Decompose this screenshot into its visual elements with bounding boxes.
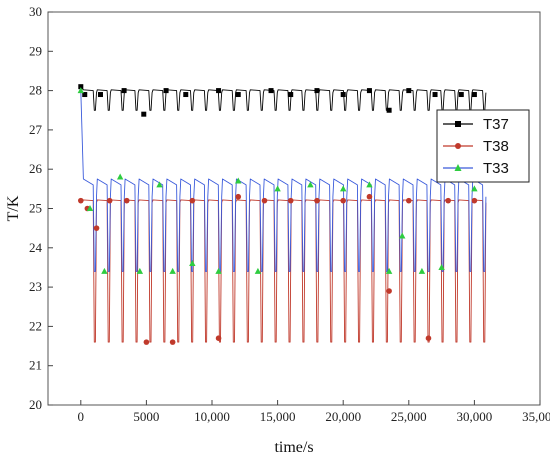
data-point-t37 bbox=[432, 92, 438, 98]
x-tick-label: 10,000 bbox=[194, 409, 230, 424]
legend-label-t33: T33 bbox=[483, 160, 509, 177]
data-point-t38 bbox=[445, 197, 451, 204]
y-tick-label: 21 bbox=[29, 358, 42, 373]
legend-marker bbox=[454, 164, 462, 171]
y-tick-label: 28 bbox=[29, 83, 42, 98]
data-point-t37 bbox=[288, 92, 294, 98]
series-markers bbox=[77, 84, 478, 345]
data-point-t37 bbox=[406, 88, 412, 94]
legend-marker bbox=[455, 121, 461, 127]
x-axis-title: time/s bbox=[274, 439, 313, 456]
y-tick-label: 30 bbox=[29, 4, 42, 19]
data-point-t37 bbox=[471, 92, 477, 98]
legend-label-t37: T37 bbox=[483, 116, 509, 133]
data-point-t37 bbox=[141, 111, 147, 117]
y-tick-label: 23 bbox=[29, 279, 42, 294]
data-point-t38 bbox=[143, 339, 150, 345]
data-point-t37 bbox=[268, 88, 274, 94]
y-tick-label: 22 bbox=[29, 318, 42, 333]
data-point-t38 bbox=[261, 197, 268, 204]
x-tick-label: 0 bbox=[78, 409, 85, 424]
data-point-t33 bbox=[116, 173, 124, 180]
data-point-t37 bbox=[386, 107, 392, 113]
data-point-t38 bbox=[425, 335, 432, 341]
data-point-t33 bbox=[235, 177, 242, 184]
data-point-t37 bbox=[314, 88, 320, 94]
data-point-t38 bbox=[106, 197, 113, 204]
plot-frame bbox=[47, 11, 541, 406]
series-line-t38 bbox=[80, 199, 487, 343]
data-point-t38 bbox=[123, 197, 130, 204]
data-point-t33 bbox=[274, 185, 281, 192]
legend-label-t38: T38 bbox=[483, 138, 509, 155]
x-tick-label: 35,000 bbox=[522, 409, 550, 424]
data-point-t33 bbox=[101, 267, 108, 274]
data-point-t38 bbox=[366, 193, 373, 200]
data-point-t37 bbox=[366, 88, 372, 94]
series-line-t37 bbox=[80, 86, 487, 111]
data-point-t38 bbox=[215, 335, 222, 341]
data-point-t33 bbox=[215, 267, 222, 274]
data-point-t38 bbox=[93, 225, 100, 231]
x-tick-label: 25,000 bbox=[391, 409, 427, 424]
data-point-t38 bbox=[406, 197, 412, 204]
data-point-t33 bbox=[254, 267, 262, 274]
y-tick-label: 27 bbox=[29, 122, 43, 137]
series-line-t33 bbox=[80, 90, 487, 272]
x-axis: 0 5000 10,000 15,000 20,000 25,000 30,000 35,00… bbox=[78, 400, 550, 424]
data-point-t38 bbox=[287, 197, 294, 204]
data-point-t37 bbox=[235, 92, 241, 98]
x-tick-label: 15,000 bbox=[260, 409, 296, 424]
y-tick-label: 25 bbox=[29, 201, 42, 216]
data-point-t33 bbox=[189, 260, 196, 267]
x-tick-label: 30,000 bbox=[457, 409, 493, 424]
plot-area bbox=[47, 11, 541, 406]
data-point-t37 bbox=[97, 92, 103, 98]
data-point-t33 bbox=[471, 185, 478, 192]
data-point-t38 bbox=[78, 197, 84, 204]
data-point-t33 bbox=[340, 185, 347, 192]
data-point-t33 bbox=[438, 263, 445, 270]
data-point-t33 bbox=[77, 87, 84, 94]
data-point-t33 bbox=[86, 205, 94, 211]
data-point-t38 bbox=[340, 197, 347, 204]
data-point-t38 bbox=[189, 197, 196, 204]
data-point-t37 bbox=[183, 92, 189, 98]
y-axis: 20 21 22 23 24 25 26 27 28 29 30 bbox=[29, 4, 53, 412]
x-tick-label: 5000 bbox=[133, 409, 159, 424]
data-point-t33 bbox=[418, 267, 426, 274]
y-tick-label: 20 bbox=[29, 397, 42, 412]
legend-marker bbox=[455, 143, 461, 149]
data-point-t38 bbox=[386, 288, 392, 294]
data-point-t38 bbox=[169, 339, 176, 345]
y-tick-label: 24 bbox=[29, 240, 43, 255]
data-point-t37 bbox=[121, 88, 127, 94]
data-point-t37 bbox=[216, 88, 222, 94]
y-axis-title: T/K bbox=[5, 195, 22, 221]
legend: T37 T38 T33 bbox=[436, 109, 530, 183]
y-tick-label: 26 bbox=[29, 161, 43, 176]
data-point-t37 bbox=[458, 92, 464, 98]
data-point-t38 bbox=[471, 197, 478, 204]
data-point-t33 bbox=[399, 232, 406, 239]
data-point-t33 bbox=[136, 267, 144, 274]
data-point-t33 bbox=[366, 181, 373, 188]
series-lines bbox=[80, 86, 487, 343]
data-point-t33 bbox=[156, 181, 163, 188]
data-point-t37 bbox=[82, 92, 88, 98]
data-point-t33 bbox=[169, 267, 176, 274]
data-point-t33 bbox=[307, 181, 314, 188]
y-tick-label: 29 bbox=[29, 43, 42, 58]
data-point-t33 bbox=[385, 267, 393, 274]
data-point-t37 bbox=[340, 92, 346, 98]
data-point-t37 bbox=[78, 84, 84, 90]
data-point-t38 bbox=[314, 197, 320, 204]
data-point-t37 bbox=[163, 88, 169, 94]
x-tick-label: 20,000 bbox=[325, 409, 361, 424]
data-point-t38 bbox=[235, 193, 242, 200]
